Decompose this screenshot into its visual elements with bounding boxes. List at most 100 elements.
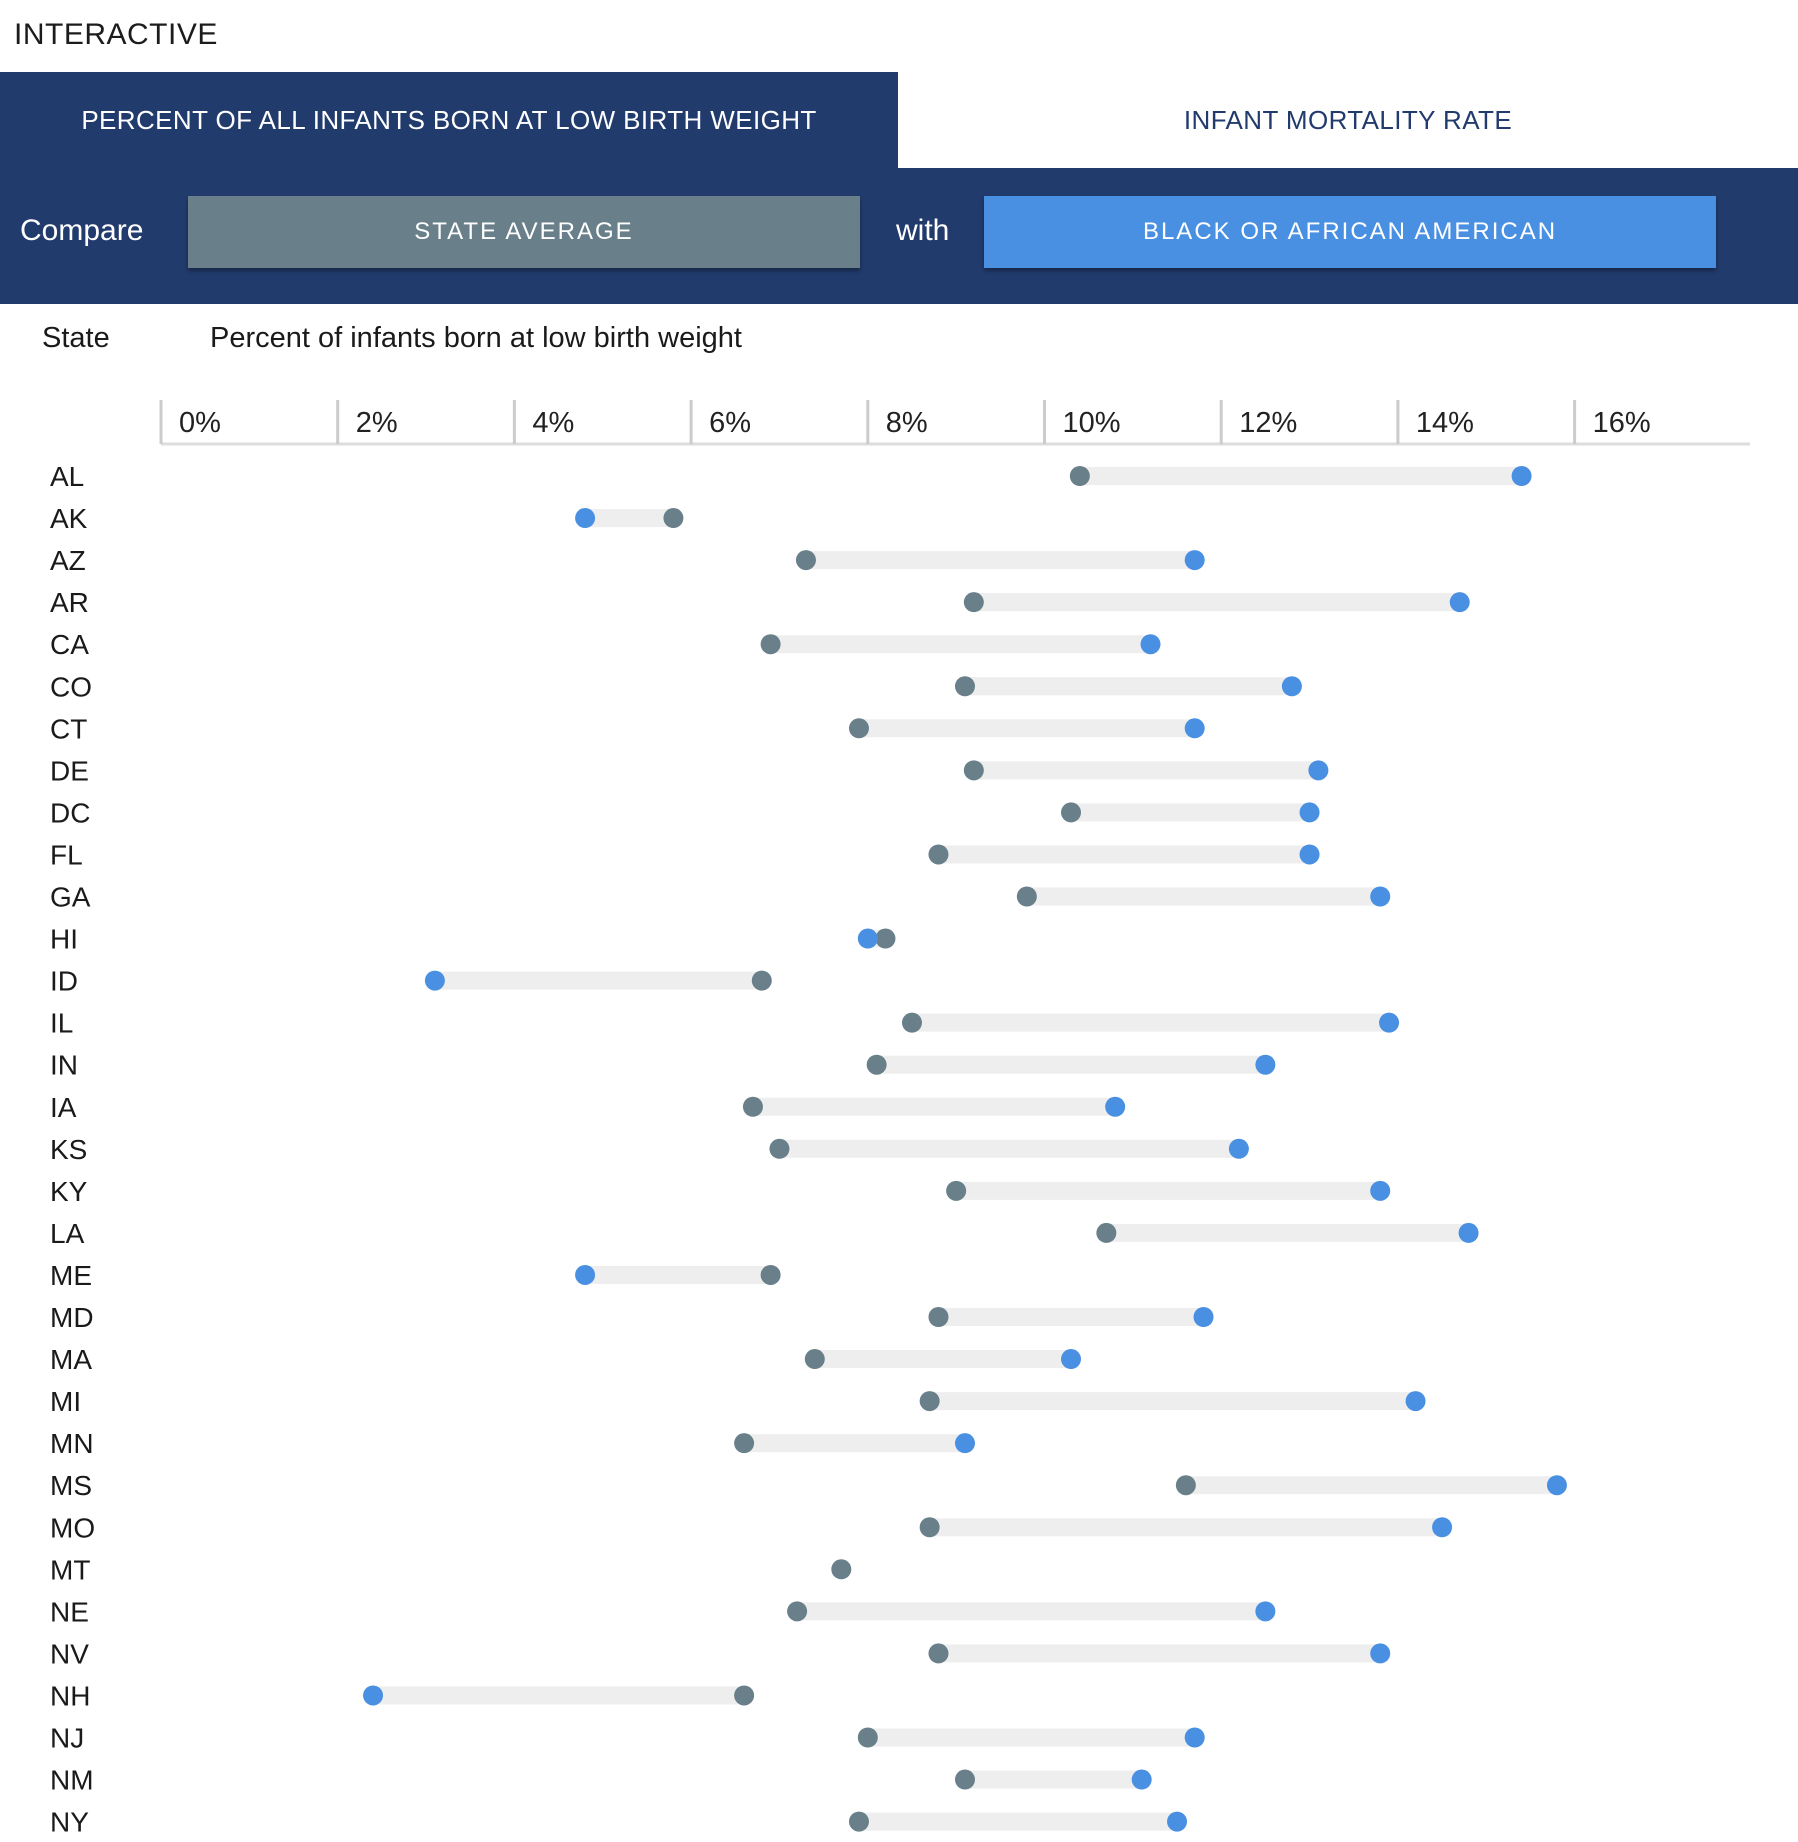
group-point bbox=[1184, 550, 1205, 571]
tab-infant-mortality-rate[interactable]: INFANT MORTALITY RATE bbox=[898, 72, 1798, 168]
average-point bbox=[760, 634, 781, 655]
group-point bbox=[575, 1264, 596, 1285]
state-label: MO bbox=[50, 1512, 95, 1543]
group-point bbox=[1546, 1475, 1567, 1496]
average-point bbox=[663, 508, 684, 529]
range-bar bbox=[858, 1812, 1178, 1831]
average-point bbox=[751, 970, 772, 991]
average-point bbox=[901, 1012, 922, 1033]
state-label: MA bbox=[50, 1344, 92, 1375]
state-label: CT bbox=[50, 713, 87, 744]
average-point bbox=[787, 1601, 808, 1622]
state-label: GA bbox=[50, 882, 91, 913]
average-point bbox=[928, 844, 949, 865]
average-point bbox=[946, 1180, 967, 1201]
group-point bbox=[1458, 1222, 1479, 1243]
average-point bbox=[848, 1811, 869, 1832]
average-point bbox=[1061, 802, 1082, 823]
average-point bbox=[742, 1096, 763, 1117]
range-bar bbox=[434, 971, 762, 990]
state-label: IL bbox=[50, 1008, 73, 1039]
range-bar bbox=[973, 593, 1460, 612]
range-bar bbox=[964, 677, 1292, 696]
page-title: INTERACTIVE bbox=[14, 18, 218, 51]
group-point bbox=[1449, 592, 1470, 613]
group-point bbox=[1379, 1012, 1400, 1033]
state-label: ME bbox=[50, 1260, 92, 1291]
range-bar bbox=[938, 845, 1310, 864]
state-label: NJ bbox=[50, 1723, 84, 1754]
group-point bbox=[1370, 886, 1391, 907]
state-label: ID bbox=[50, 966, 78, 997]
state-label: MD bbox=[50, 1302, 94, 1333]
metric-column-header: Percent of infants born at low birth wei… bbox=[210, 322, 742, 354]
range-bar bbox=[956, 1181, 1381, 1200]
average-point bbox=[795, 550, 816, 571]
group-point bbox=[1228, 1138, 1249, 1159]
state-label: MS bbox=[50, 1470, 92, 1501]
state-label: NH bbox=[50, 1680, 90, 1711]
range-bar bbox=[938, 1308, 1204, 1326]
group-point bbox=[1140, 634, 1161, 655]
average-point bbox=[734, 1685, 755, 1706]
average-point bbox=[804, 1349, 825, 1370]
range-bar bbox=[938, 1644, 1381, 1663]
state-label: MT bbox=[50, 1554, 90, 1585]
group-point bbox=[575, 508, 596, 529]
range-bar bbox=[779, 1139, 1239, 1158]
baseline-select-button[interactable]: STATE AVERAGE bbox=[188, 196, 860, 268]
group-select-button[interactable]: BLACK OR AFRICAN AMERICAN bbox=[984, 196, 1716, 268]
group-point bbox=[1061, 1349, 1082, 1370]
state-label: DE bbox=[50, 755, 89, 786]
state-label: AZ bbox=[50, 545, 86, 576]
group-point bbox=[1255, 1601, 1276, 1622]
state-label: MN bbox=[50, 1428, 94, 1459]
range-bar bbox=[876, 1055, 1266, 1074]
average-point bbox=[848, 718, 869, 739]
state-label: FL bbox=[50, 839, 83, 870]
range-bar bbox=[911, 1013, 1390, 1032]
state-column-header: State bbox=[42, 322, 110, 354]
group-point bbox=[857, 928, 878, 949]
group-point bbox=[1370, 1643, 1391, 1664]
group-point bbox=[1184, 718, 1205, 739]
tick-label: 2% bbox=[356, 407, 398, 439]
range-bar bbox=[752, 1097, 1116, 1116]
state-label: AK bbox=[50, 503, 88, 534]
range-bar bbox=[867, 1728, 1195, 1747]
state-label: AL bbox=[50, 461, 84, 492]
range-bar bbox=[1106, 1223, 1469, 1242]
group-point bbox=[1281, 676, 1302, 697]
state-label: NY bbox=[50, 1807, 89, 1838]
range-bar bbox=[797, 1602, 1266, 1621]
tick-label: 16% bbox=[1593, 407, 1651, 439]
group-point bbox=[1405, 1391, 1426, 1412]
state-label: MI bbox=[50, 1386, 81, 1417]
range-bar bbox=[929, 1392, 1416, 1411]
average-point bbox=[919, 1517, 940, 1538]
tick-label: 0% bbox=[179, 407, 221, 439]
group-point bbox=[363, 1685, 384, 1706]
tick-label: 8% bbox=[886, 407, 928, 439]
group-point bbox=[424, 970, 445, 991]
group-point bbox=[1193, 1307, 1214, 1327]
group-point bbox=[1370, 1180, 1391, 1201]
average-point bbox=[857, 1727, 878, 1748]
compare-label: Compare bbox=[20, 214, 144, 247]
average-point bbox=[919, 1391, 940, 1412]
average-point bbox=[963, 592, 984, 613]
tick-label: 10% bbox=[1063, 407, 1121, 439]
range-bar bbox=[929, 1518, 1443, 1537]
range-bar bbox=[1079, 467, 1522, 485]
average-point bbox=[769, 1138, 790, 1159]
group-point bbox=[1511, 466, 1532, 486]
tab-low-birth-weight[interactable]: PERCENT OF ALL INFANTS BORN AT LOW BIRTH… bbox=[0, 72, 898, 168]
compare-toolbar: Compare STATE AVERAGE with BLACK OR AFRI… bbox=[0, 168, 1798, 304]
group-point bbox=[1432, 1517, 1453, 1538]
group-point bbox=[1184, 1727, 1205, 1748]
group-point bbox=[954, 1433, 975, 1454]
state-label: AR bbox=[50, 587, 89, 618]
state-label: KY bbox=[50, 1176, 88, 1207]
average-point bbox=[928, 1643, 949, 1664]
